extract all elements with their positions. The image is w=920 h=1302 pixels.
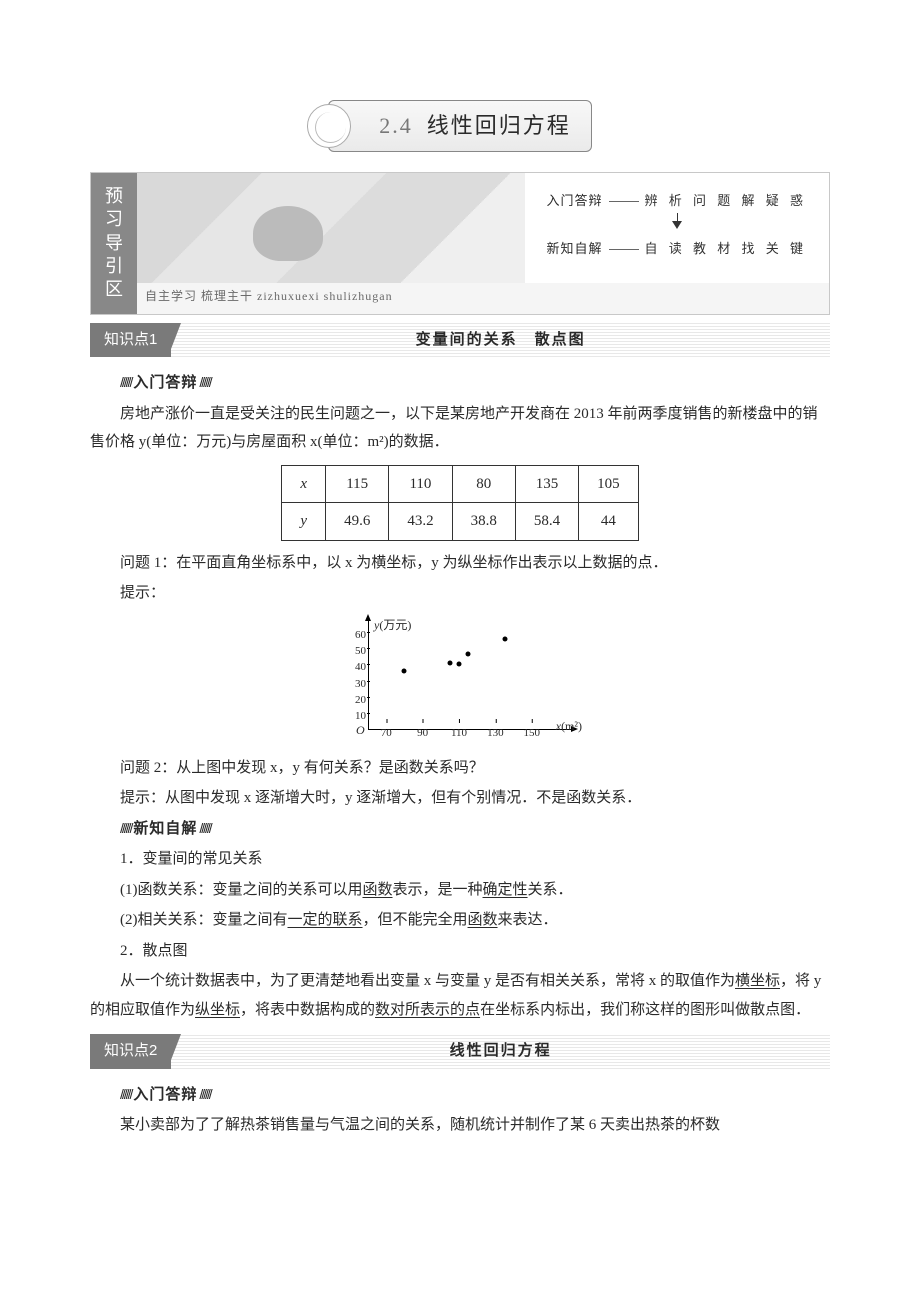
section-label-rumen-1: //////入门答辩////// xyxy=(90,369,830,398)
x-axis xyxy=(368,729,572,730)
table-cell: 49.6 xyxy=(326,503,389,541)
x-tick: 70 xyxy=(381,723,392,744)
y-tick: 60 xyxy=(346,625,366,646)
x-tick: 150 xyxy=(524,723,541,744)
scatter-point xyxy=(502,637,507,642)
table-cell: 135 xyxy=(515,465,578,503)
knowledge-point-1-bar: 知识点1 变量间的关系 散点图 xyxy=(90,323,830,358)
circle-decoration xyxy=(307,104,351,148)
xz-h2: 2．散点图 xyxy=(90,937,830,966)
banner-left-label: 预 习 导 引 区 xyxy=(91,173,137,314)
xz-p3: 从一个统计数据表中，为了更清楚地看出变量 x 与变量 y 是否有相关关系，常将 … xyxy=(90,967,830,1024)
flow-desc-2: 自 读 教 材 找 关 键 xyxy=(645,237,808,262)
y-axis-label: y(万元) xyxy=(374,614,411,637)
flow-label-1: 入门答辩 xyxy=(547,189,603,214)
xz-h1: 1．变量间的常见关系 xyxy=(90,845,830,874)
xz-p1: (1)函数关系：变量之间的关系可以用函数表示，是一种确定性关系． xyxy=(90,876,830,905)
chapter-text: 线性回归方程 xyxy=(427,105,571,147)
x-tick: 110 xyxy=(451,723,467,744)
x-tick: 90 xyxy=(417,723,428,744)
kp2-tag: 知识点2 xyxy=(90,1034,171,1069)
table-cell: 44 xyxy=(579,503,639,541)
kp2-title: 线性回归方程 xyxy=(171,1034,830,1069)
table-cell: 58.4 xyxy=(515,503,578,541)
question-2: 问题 2：从上图中发现 x，y 有何关系？是函数关系吗？ xyxy=(90,754,830,783)
banner-photo xyxy=(137,173,525,283)
th-y: y xyxy=(282,503,326,541)
table-cell: 105 xyxy=(579,465,639,503)
table-cell: 38.8 xyxy=(452,503,515,541)
table-cell: 80 xyxy=(452,465,515,503)
question-1: 问题 1：在平面直角坐标系中，以 x 为横坐标，y 为纵坐标作出表示以上数据的点… xyxy=(90,549,830,578)
chapter-title: 2.4 线性回归方程 xyxy=(328,100,592,152)
x-tick: 130 xyxy=(487,723,504,744)
knowledge-point-2-bar: 知识点2 线性回归方程 xyxy=(90,1034,830,1069)
flow-desc-1: 辨 析 问 题 解 疑 惑 xyxy=(645,189,808,214)
scatter-chart: y(万元) x(m²) O 1020304050607090110130150 xyxy=(340,614,580,744)
tail-text: 某小卖部为了了解热茶销售量与气温之间的关系，随机统计并制作了某 6 天卖出热茶的… xyxy=(90,1111,830,1140)
banner-flow: 入门答辩 辨 析 问 题 解 疑 惑 新知自解 自 读 教 材 找 关 键 xyxy=(525,173,829,283)
x-axis-label: x(m²) xyxy=(556,715,582,738)
section-label-rumen-2: //////入门答辩////// xyxy=(90,1081,830,1110)
section-label-xinzhi-1: //////新知自解////// xyxy=(90,815,830,844)
table-cell: 115 xyxy=(326,465,389,503)
table-cell: 110 xyxy=(389,465,452,503)
scatter-point xyxy=(447,660,452,665)
chapter-number: 2.4 xyxy=(379,105,413,147)
arrow-down-icon xyxy=(672,221,682,229)
scatter-point xyxy=(402,669,407,674)
table-cell: 43.2 xyxy=(389,503,452,541)
tip-2: 提示：从图中发现 x 逐渐增大时，y 逐渐增大，但有个别情况．不是函数关系． xyxy=(90,784,830,813)
intro-text: 房地产涨价一直是受关注的民生问题之一，以下是某房地产开发商在 2013 年前两季… xyxy=(90,400,830,457)
th-x: x xyxy=(282,465,326,503)
data-table-1: x 115 110 80 135 105 y 49.6 43.2 38.8 58… xyxy=(281,465,638,541)
kp1-tag: 知识点1 xyxy=(90,323,171,358)
preview-banner: 预 习 导 引 区 入门答辩 辨 析 问 题 解 疑 惑 新知自解 xyxy=(90,172,830,315)
banner-footer: 自主学习 梳理主干 zizhuxuexi shulizhugan xyxy=(137,283,829,314)
xz-p2: (2)相关关系：变量之间有一定的联系，但不能完全用函数来表达． xyxy=(90,906,830,935)
tip-1: 提示： xyxy=(90,579,830,608)
kp1-title: 变量间的关系 散点图 xyxy=(171,323,830,358)
flow-label-2: 新知自解 xyxy=(547,237,603,262)
scatter-point xyxy=(466,651,471,656)
scatter-point xyxy=(457,662,462,667)
